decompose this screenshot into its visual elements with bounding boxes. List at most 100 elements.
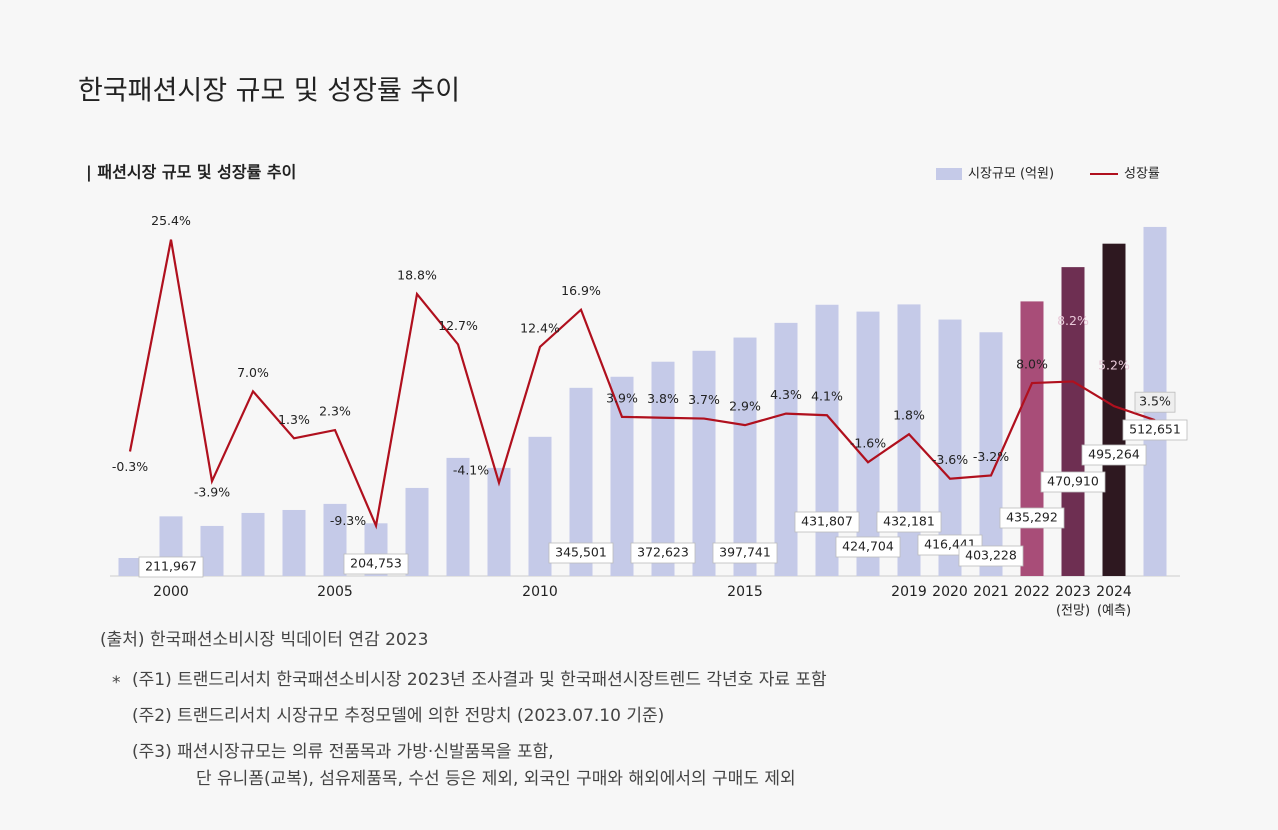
value-label-box — [794, 511, 860, 533]
bar — [118, 558, 142, 576]
bar — [610, 376, 634, 576]
bar — [446, 457, 470, 576]
growth-label: 2.3% — [319, 404, 351, 419]
value-label-box — [548, 542, 614, 564]
value-label: 211,967 — [145, 559, 197, 574]
bar — [856, 311, 880, 576]
x-tick-label: 2023 — [1055, 584, 1091, 600]
bar — [405, 487, 429, 576]
bar — [651, 361, 675, 576]
x-tick-label: 2010 — [522, 584, 558, 600]
growth-label: -3.6% — [932, 452, 968, 467]
source: (출처) 한국패션소비시장 빅데이터 연감 2023 — [100, 630, 428, 650]
growth-label: 1.3% — [278, 412, 310, 427]
growth-label: 16.9% — [561, 283, 601, 298]
bar — [1061, 267, 1085, 576]
value-label-box — [1040, 471, 1106, 493]
value-label-box — [958, 545, 1024, 567]
bar — [733, 337, 757, 576]
legend-label: 성장률 — [1124, 167, 1160, 182]
value-label-box — [999, 507, 1065, 529]
growth-label: 1.8% — [893, 408, 925, 423]
x-tick-label: 2019 — [891, 584, 927, 600]
growth-label: 3.7% — [688, 392, 720, 407]
growth-label: 3.8% — [647, 391, 679, 406]
x-tick-label: 2022 — [1014, 584, 1050, 600]
growth-label: 4.1% — [811, 389, 843, 404]
growth-label: -0.3% — [112, 459, 148, 474]
growth-label: 2.9% — [729, 399, 761, 414]
note: (주1) 트랜드리서치 한국패션소비시장 2023년 조사결과 및 한국패션시장… — [132, 670, 827, 690]
x-tick-label: 2020 — [932, 584, 968, 600]
value-label: 512,651 — [1129, 422, 1181, 437]
note-marker: * — [112, 673, 121, 693]
growth-label: 25.4% — [151, 213, 191, 228]
growth-label: 3.5% — [1139, 394, 1171, 409]
growth-label: -4.1% — [453, 462, 489, 477]
value-label-box — [876, 511, 942, 533]
value-label: 372,623 — [637, 545, 689, 560]
growth-label: -3.9% — [194, 485, 230, 500]
value-label: 495,264 — [1088, 447, 1140, 462]
value-label: 345,501 — [555, 545, 607, 560]
bar — [1102, 243, 1126, 576]
value-label: 403,228 — [965, 548, 1017, 563]
x-tick-label: 2015 — [727, 584, 763, 600]
bar — [938, 319, 962, 576]
chart-subtitle: | 패션시장 규모 및 성장률 추이 — [86, 163, 296, 183]
note: (주2) 트랜드리서치 시장규모 추정모델에 의한 전망치 (2023.07.1… — [132, 706, 664, 726]
bar — [1020, 301, 1044, 576]
growth-label: 18.8% — [397, 268, 437, 283]
value-label-box — [138, 556, 204, 578]
bar — [815, 304, 839, 576]
chart-title: 한국패션시장 규모 및 성장률 추이 — [78, 76, 460, 107]
bar — [241, 512, 265, 576]
value-label: 397,741 — [719, 545, 771, 560]
bar — [200, 525, 224, 576]
growth-label: 8.2% — [1057, 313, 1089, 328]
value-label: 435,292 — [1006, 510, 1058, 525]
growth-label: 12.4% — [520, 320, 560, 335]
bar — [528, 436, 552, 576]
bar — [569, 387, 593, 576]
x-tick-note: (전망) — [1056, 604, 1090, 619]
x-tick-label: 2021 — [973, 584, 1009, 600]
growth-label: 3.9% — [606, 390, 638, 405]
bar — [323, 503, 347, 576]
growth-label: -9.3% — [330, 513, 366, 528]
note: 단 유니폼(교복), 섬유제품목, 수선 등은 제외, 외국인 구매와 해외에서… — [196, 769, 796, 789]
x-tick-note: (예측) — [1097, 604, 1131, 619]
growth-label: -1.6% — [850, 436, 886, 451]
x-tick-label: 2000 — [153, 584, 189, 600]
value-label-box — [1134, 391, 1176, 413]
bar — [897, 304, 921, 576]
value-label-box — [630, 542, 696, 564]
x-tick-label: 2024 — [1096, 584, 1132, 600]
growth-label: 7.0% — [237, 365, 269, 380]
growth-label: 4.3% — [770, 387, 802, 402]
value-label: 424,704 — [842, 539, 894, 554]
legend-swatch — [936, 168, 962, 180]
x-tick-label: 2005 — [317, 584, 353, 600]
value-label-box — [1122, 419, 1188, 441]
growth-label: 12.7% — [438, 318, 478, 333]
value-label-box — [835, 536, 901, 558]
bar — [282, 509, 306, 576]
bar — [692, 350, 716, 576]
growth-line — [128, 239, 1156, 530]
value-label-box — [712, 542, 778, 564]
legend-label: 시장규모 (억원) — [968, 167, 1054, 182]
bar — [487, 467, 511, 576]
value-label-box — [343, 553, 409, 575]
value-label-box — [1081, 444, 1147, 466]
value-label: 432,181 — [883, 514, 935, 529]
growth-label: 5.2% — [1098, 358, 1130, 373]
value-label: 470,910 — [1047, 474, 1099, 489]
value-label: 204,753 — [350, 556, 402, 571]
growth-label: -3.2% — [973, 449, 1009, 464]
note: (주3) 패션시장규모는 의류 전품목과 가방·신발품목을 포함, — [132, 742, 554, 762]
value-label: 431,807 — [801, 514, 853, 529]
bar — [979, 332, 1003, 576]
